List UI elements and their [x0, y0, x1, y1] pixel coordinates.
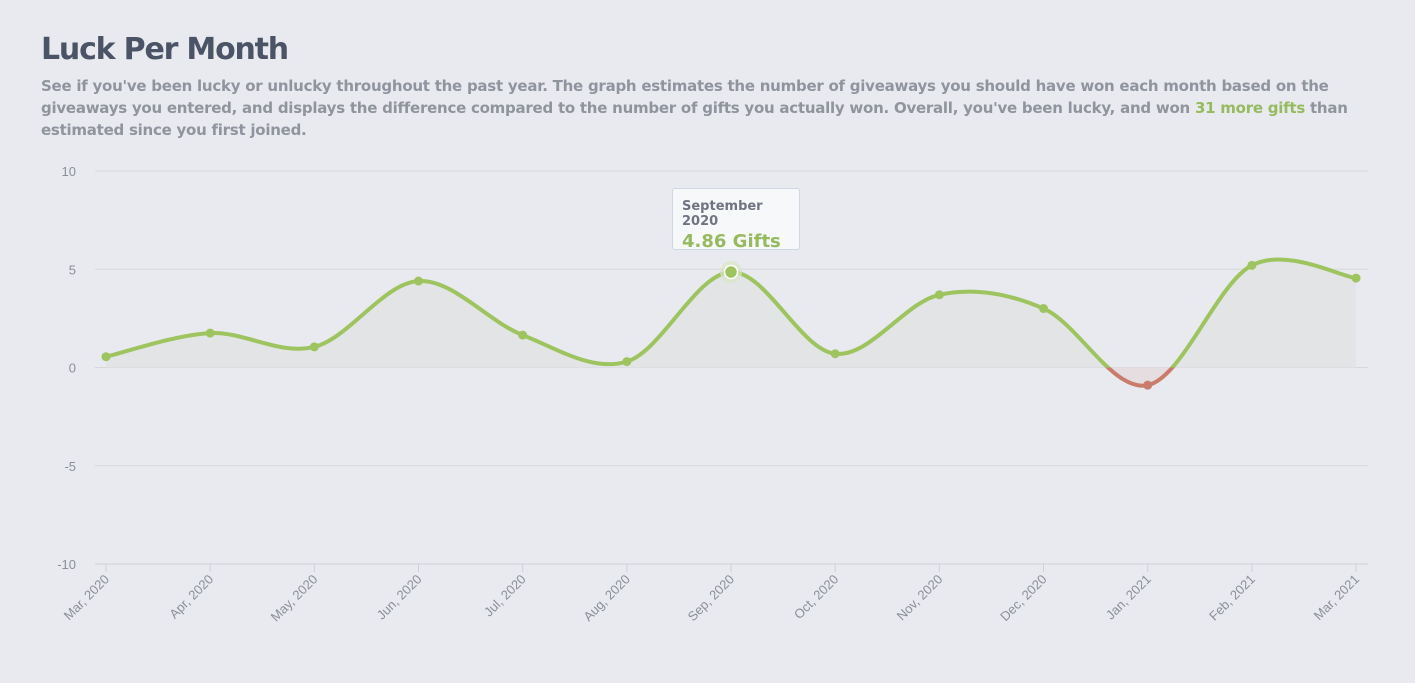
data-point: [205, 328, 215, 338]
page-title: Luck Per Month: [41, 32, 289, 67]
data-point: [414, 276, 424, 286]
data-point-highlighted: [723, 264, 739, 280]
y-tick-label: -10: [57, 557, 76, 572]
x-tick-label: Nov, 2020: [894, 572, 946, 624]
x-tick-label: May, 2020: [268, 572, 321, 625]
data-point: [1351, 273, 1361, 283]
x-tick-label: Jun, 2020: [374, 572, 425, 623]
data-point: [1143, 380, 1153, 390]
x-tick-label: Feb, 2021: [1206, 572, 1258, 624]
chart-description: See if you've been lucky or unlucky thro…: [41, 75, 1371, 141]
data-point: [830, 349, 840, 359]
data-point: [622, 357, 632, 367]
y-tick-label: 5: [69, 262, 76, 277]
data-point: [518, 330, 528, 340]
y-tick-label: 10: [62, 164, 76, 179]
y-tick-label: 0: [69, 361, 76, 376]
x-tick-label: Jan, 2021: [1103, 572, 1154, 623]
x-tick-label: Apr, 2020: [166, 572, 216, 622]
x-tick-label: Dec, 2020: [997, 572, 1050, 625]
y-tick-label: -5: [64, 459, 76, 474]
tooltip-value: 4.86 Gifts: [682, 231, 781, 252]
description-text-end: than estimated since you first joined.: [41, 99, 1348, 139]
data-point: [1247, 260, 1257, 270]
data-point: [934, 290, 944, 300]
area-fill-positive: [106, 259, 1357, 368]
data-point: [101, 352, 111, 362]
data-point: [309, 342, 319, 352]
chart-tooltip: September 2020 4.86 Gifts: [672, 188, 800, 252]
x-tick-label: Oct, 2020: [791, 572, 841, 622]
x-tick-label: Mar, 2021: [1311, 572, 1362, 623]
description-text: See if you've been lucky or unlucky thro…: [41, 77, 1329, 117]
data-point: [1039, 304, 1049, 314]
x-tick-label: Sep, 2020: [685, 572, 738, 625]
more-gifts-highlight: 31 more gifts: [1194, 99, 1306, 117]
tooltip-month: September 2020: [682, 199, 763, 229]
x-tick-label: Mar, 2020: [61, 572, 112, 623]
x-tick-label: Jul, 2020: [481, 572, 529, 620]
x-tick-label: Aug, 2020: [580, 572, 633, 625]
